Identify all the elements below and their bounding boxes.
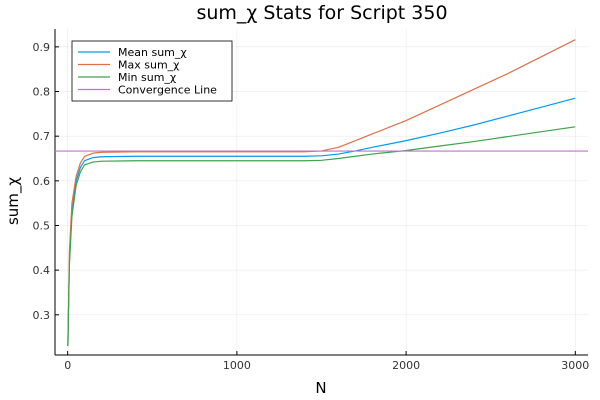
legend-label-2: Min sum_χ [118, 71, 177, 84]
legend-label-1: Max sum_χ [118, 59, 180, 72]
chart-title: sum_χ Stats for Script 350 [196, 2, 447, 24]
y-tick-label: 0.8 [33, 86, 51, 99]
series-line-2 [67, 126, 576, 347]
series-layer [55, 39, 588, 347]
y-tick-label: 0.4 [33, 264, 51, 277]
x-axis-label: N [315, 379, 326, 397]
y-tick-label: 0.9 [33, 41, 51, 54]
x-tick-label: 0 [64, 359, 71, 372]
legend-box [71, 40, 233, 102]
series-line-1 [67, 39, 576, 347]
y-tick-label: 0.3 [33, 309, 51, 322]
axis-layer: 0 1000 2000 3000 0.3 0.4 0.5 0.6 0.7 0.8 0.9 [33, 29, 589, 372]
legend-label-3: Convergence Line [118, 84, 217, 97]
x-tick-label: 1000 [223, 359, 251, 372]
x-tick-label: 3000 [561, 359, 589, 372]
legend-label-0: Mean sum_χ [118, 46, 187, 59]
y-axis-label: sum_χ [4, 177, 23, 225]
y-tick-label: 0.7 [33, 130, 51, 143]
y-tick-label: 0.6 [33, 175, 51, 188]
y-tick-label: 0.5 [33, 219, 51, 232]
x-tick-label: 2000 [392, 359, 420, 372]
series-line-0 [67, 97, 576, 347]
